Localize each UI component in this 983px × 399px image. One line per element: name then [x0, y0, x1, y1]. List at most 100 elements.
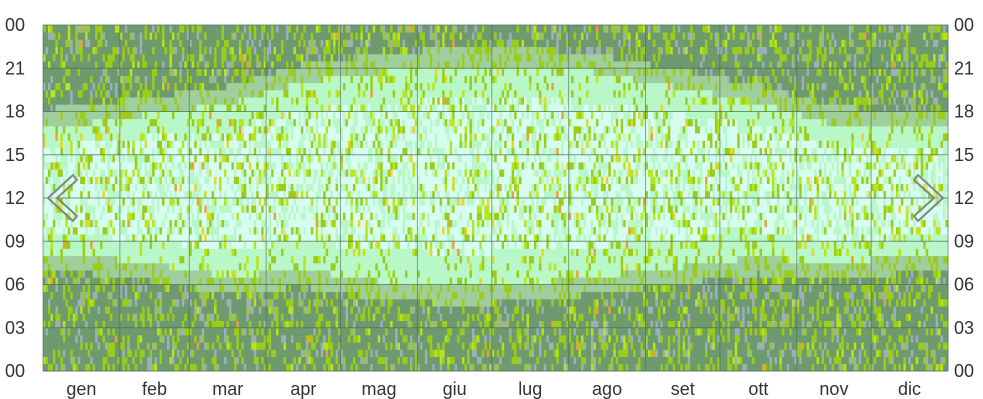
- heat-cell: [155, 205, 158, 213]
- heat-cell: [241, 306, 244, 314]
- heat-cell: [239, 248, 242, 256]
- heat-cell: [50, 205, 53, 213]
- heat-cell: [288, 299, 291, 307]
- heat-cell: [177, 263, 180, 271]
- heat-cell: [219, 83, 222, 91]
- heat-cell: [226, 162, 229, 170]
- heat-cell: [249, 83, 252, 91]
- heat-cell: [155, 32, 158, 40]
- heat-cell: [222, 299, 225, 307]
- heat-cell: [194, 241, 197, 249]
- heat-cell: [122, 328, 125, 336]
- heat-cell: [174, 256, 177, 264]
- heat-cell: [80, 133, 83, 141]
- heat-cell: [274, 47, 277, 55]
- heat-cell: [291, 140, 294, 148]
- heat-cell: [65, 263, 68, 271]
- heat-cell: [53, 148, 56, 156]
- heat-cell: [63, 162, 66, 170]
- heat-cell: [150, 68, 153, 76]
- heat-cell: [150, 39, 153, 47]
- heat-cell: [244, 83, 247, 91]
- heat-cell: [229, 112, 232, 120]
- heat-cell: [164, 75, 167, 83]
- heat-cell: [160, 212, 163, 220]
- heat-cell: [88, 104, 91, 112]
- heat-cell: [107, 220, 110, 228]
- heat-cell: [182, 83, 185, 91]
- heat-cell: [212, 169, 215, 177]
- heat-cell: [137, 39, 140, 47]
- heat-cell: [63, 270, 66, 278]
- heat-cell: [147, 90, 150, 98]
- heat-cell: [244, 220, 247, 228]
- heat-cell: [83, 263, 86, 271]
- heat-cell: [147, 126, 150, 134]
- heat-cell: [70, 321, 73, 329]
- heat-cell: [135, 191, 138, 199]
- heat-cell: [234, 39, 237, 47]
- heat-cell: [50, 148, 53, 156]
- heat-cell: [259, 191, 262, 199]
- heat-cell: [157, 47, 160, 55]
- heat-cell: [80, 54, 83, 62]
- heat-cell: [226, 198, 229, 206]
- heat-cell: [58, 39, 61, 47]
- heat-cell: [217, 54, 220, 62]
- heat-cell: [130, 263, 133, 271]
- heat-cell: [50, 248, 53, 256]
- heat-cell: [130, 148, 133, 156]
- heat-cell: [48, 47, 51, 55]
- heat-cell: [155, 169, 158, 177]
- heat-cell: [202, 54, 205, 62]
- heat-cell: [279, 285, 282, 293]
- heat-cell: [271, 321, 274, 329]
- heat-cell: [70, 140, 73, 148]
- heat-cell: [147, 198, 150, 206]
- heat-cell: [209, 205, 212, 213]
- heat-cell: [229, 263, 232, 271]
- heat-cell: [63, 299, 66, 307]
- heat-cell: [142, 39, 145, 47]
- heat-cell: [229, 83, 232, 91]
- heat-cell: [107, 97, 110, 105]
- heat-cell: [115, 54, 118, 62]
- heat-cell: [251, 285, 254, 293]
- heat-cell: [55, 241, 58, 249]
- heat-cell: [65, 54, 68, 62]
- heat-cell: [256, 47, 259, 55]
- heat-cell: [209, 306, 212, 314]
- heat-cell: [199, 191, 202, 199]
- heat-cell: [145, 212, 148, 220]
- heat-cell: [202, 47, 205, 55]
- heat-cell: [244, 328, 247, 336]
- heat-cell: [147, 68, 150, 76]
- heat-cell: [83, 39, 86, 47]
- heat-cell: [93, 155, 96, 163]
- heat-cell: [217, 83, 220, 91]
- heat-cell: [251, 184, 254, 192]
- heat-cell: [204, 39, 207, 47]
- heat-cell: [45, 39, 48, 47]
- heat-cell: [145, 133, 148, 141]
- heat-cell: [271, 184, 274, 192]
- heat-cell: [226, 155, 229, 163]
- heat-cell: [169, 140, 172, 148]
- heat-cell: [70, 75, 73, 83]
- heat-cell: [122, 119, 125, 127]
- heat-cell: [60, 169, 63, 177]
- heat-cell: [110, 83, 113, 91]
- heat-cell: [244, 61, 247, 69]
- heat-cell: [219, 335, 222, 343]
- heat-cell: [204, 313, 207, 321]
- heat-cell: [256, 357, 259, 365]
- heat-cell: [172, 328, 175, 336]
- heat-cell: [271, 68, 274, 76]
- heat-cell: [145, 227, 148, 235]
- heat-cell: [212, 306, 215, 314]
- heat-cell: [88, 285, 91, 293]
- heat-cell: [60, 212, 63, 220]
- heat-cell: [73, 313, 76, 321]
- heat-cell: [214, 83, 217, 91]
- heat-cell: [293, 335, 296, 343]
